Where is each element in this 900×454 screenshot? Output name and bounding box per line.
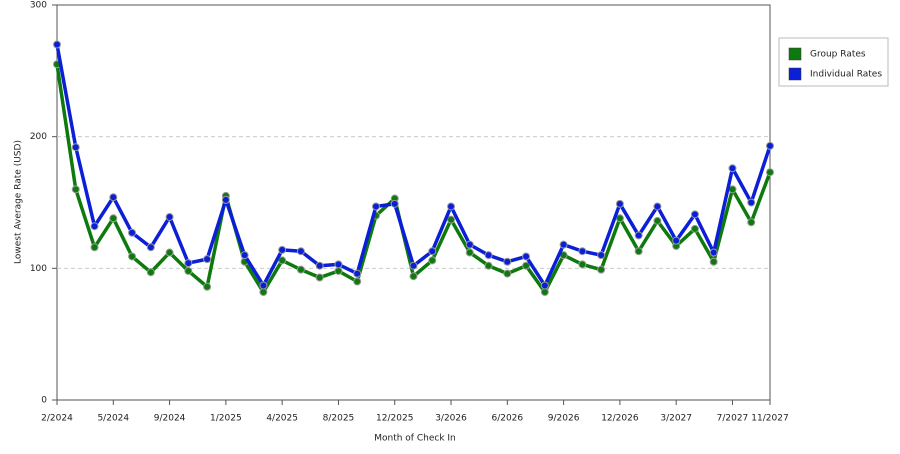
x-tick-label: 4/2025 (266, 414, 298, 424)
data-point (128, 252, 137, 261)
data-point (71, 185, 80, 194)
data-point (240, 251, 249, 260)
data-point (315, 273, 324, 282)
data-point (747, 218, 756, 227)
data-point (259, 281, 268, 290)
x-tick-label: 5/2024 (97, 414, 129, 424)
data-point (428, 256, 437, 265)
x-tick-label: 3/2026 (435, 414, 467, 424)
x-tick-label: 7/2027 (717, 414, 749, 424)
data-point (615, 199, 624, 208)
data-point (653, 202, 662, 211)
data-point (709, 248, 718, 257)
data-point (690, 224, 699, 233)
plot-frame (56, 4, 771, 401)
data-point (634, 231, 643, 240)
data-point (522, 252, 531, 261)
y-tick-label: 0 (41, 396, 47, 406)
data-point (278, 245, 287, 254)
data-point (503, 269, 512, 278)
data-point (597, 251, 606, 260)
data-point (109, 214, 118, 223)
data-point (615, 214, 624, 223)
y-tick-label: 100 (30, 264, 47, 274)
data-point (597, 265, 606, 274)
x-tick-label: 6/2026 (491, 414, 523, 424)
data-point (559, 240, 568, 249)
data-point (278, 256, 287, 265)
x-tick-label: 12/2026 (601, 414, 639, 424)
data-point (90, 222, 99, 231)
legend-label: Group Rates (810, 50, 866, 60)
data-point (465, 240, 474, 249)
data-point (203, 282, 212, 291)
data-point (447, 215, 456, 224)
x-tick-label: 8/2025 (323, 414, 355, 424)
data-point (259, 288, 268, 297)
data-point (390, 199, 399, 208)
data-point (128, 228, 137, 237)
data-point (747, 198, 756, 207)
x-tick-label: 9/2026 (548, 414, 580, 424)
data-point (409, 272, 418, 281)
data-point (484, 251, 493, 260)
data-point (334, 260, 343, 269)
data-point (428, 247, 437, 256)
data-point (90, 243, 99, 252)
data-point (540, 281, 549, 290)
x-tick-label: 11/2027 (751, 414, 788, 424)
data-point (465, 248, 474, 257)
data-point (165, 212, 174, 221)
x-axis-title: Month of Check In (374, 434, 456, 444)
data-point (109, 193, 118, 202)
data-point (540, 288, 549, 297)
data-point (184, 259, 193, 268)
data-point (728, 164, 737, 173)
data-point (672, 236, 681, 245)
data-point (578, 260, 587, 269)
legend-label: Individual Rates (810, 70, 882, 80)
data-point (296, 265, 305, 274)
data-point (334, 266, 343, 275)
y-tick-label: 200 (30, 132, 47, 142)
x-tick-label: 3/2027 (660, 414, 692, 424)
data-point (315, 261, 324, 270)
data-point (522, 261, 531, 270)
y-axis-title: Lowest Average Rate (USD) (14, 140, 24, 264)
data-point (503, 257, 512, 266)
y-tick-label: 300 (30, 1, 47, 11)
data-point (766, 168, 774, 177)
data-point (653, 216, 662, 225)
x-tick-label: 12/2025 (376, 414, 413, 424)
data-point (709, 257, 718, 266)
x-tick-label: 1/2025 (210, 414, 242, 424)
data-point (203, 255, 212, 264)
data-point (146, 268, 155, 277)
data-point (766, 141, 774, 150)
data-point (221, 195, 230, 204)
data-point (409, 261, 418, 270)
data-point (371, 202, 380, 211)
data-point (484, 261, 493, 270)
data-point (690, 210, 699, 219)
data-point (578, 247, 587, 256)
data-point (184, 266, 193, 275)
data-point (634, 247, 643, 256)
legend-swatch (788, 47, 802, 61)
data-point (447, 202, 456, 211)
data-point (353, 277, 362, 286)
data-point (296, 247, 305, 256)
legend-swatch (788, 67, 802, 81)
data-point (53, 40, 61, 49)
data-point (146, 243, 155, 252)
x-tick-label: 2/2024 (41, 414, 73, 424)
data-point (71, 143, 80, 152)
x-tick-label: 9/2024 (154, 414, 186, 424)
data-point (353, 269, 362, 278)
data-point (165, 248, 174, 257)
